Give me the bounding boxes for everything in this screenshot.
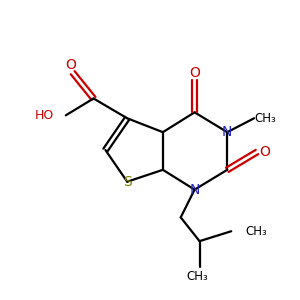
Text: S: S: [123, 175, 132, 189]
Text: O: O: [65, 58, 76, 72]
Text: O: O: [260, 145, 270, 159]
Text: CH₃: CH₃: [245, 225, 267, 238]
Text: O: O: [189, 66, 200, 80]
Text: CH₃: CH₃: [187, 270, 208, 283]
Text: CH₃: CH₃: [254, 112, 276, 125]
Text: N: N: [222, 125, 232, 139]
Text: N: N: [189, 183, 200, 196]
Text: HO: HO: [34, 109, 54, 122]
